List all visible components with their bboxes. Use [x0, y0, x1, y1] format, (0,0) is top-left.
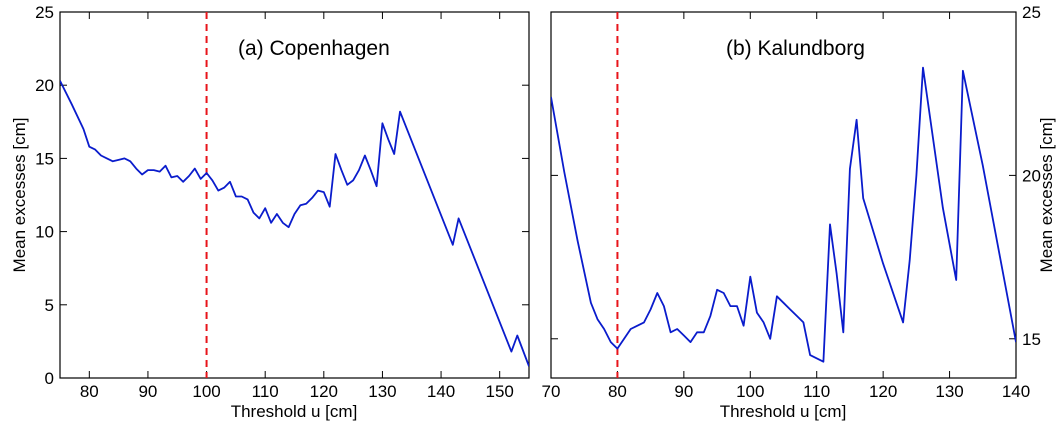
- y-tick-label-copenhagen-0: 0: [45, 369, 54, 388]
- series-line-copenhagen: [60, 80, 529, 367]
- x-tick-label-copenhagen-110: 110: [252, 382, 279, 401]
- x-tick-label-kalundborg-130: 130: [935, 382, 963, 401]
- x-axis-label-copenhagen: Threshold u [cm]: [231, 402, 358, 421]
- y-axis-label-copenhagen: Mean excesses [cm]: [10, 118, 29, 273]
- y-tick-label-copenhagen-15: 15: [35, 149, 54, 168]
- y-tick-label-kalundborg-20: 20: [1022, 166, 1041, 185]
- x-tick-label-kalundborg-140: 140: [1002, 382, 1030, 401]
- panel-title-kalundborg: (b) Kalundborg: [726, 37, 865, 60]
- x-tick-label-copenhagen-90: 90: [138, 382, 157, 401]
- x-tick-label-copenhagen-100: 100: [192, 382, 220, 401]
- y-tick-label-kalundborg-25: 25: [1022, 3, 1041, 22]
- y-tick-label-copenhagen-20: 20: [35, 76, 54, 95]
- x-tick-label-copenhagen-140: 140: [427, 382, 455, 401]
- panel-copenhagen: 80 90 100 110 120 130 140 150 0 5 10 15 20 25 (a) Cop…: [10, 3, 530, 421]
- y-tick-label-copenhagen-25: 25: [35, 3, 54, 22]
- plot-frame-kalundborg: [550, 11, 1017, 379]
- x-tick-label-kalundborg-110: 110: [803, 382, 830, 401]
- y-tick-label-copenhagen-10: 10: [35, 223, 54, 242]
- plot-frame-copenhagen: [59, 11, 530, 379]
- ticks-copenhagen: 80 90 100 110 120 130 140 150 0 5 10 15 20 25: [35, 3, 529, 401]
- x-tick-label-copenhagen-80: 80: [80, 382, 99, 401]
- y-axis-label-kalundborg: Mean excesses [cm]: [1037, 118, 1056, 273]
- y-tick-label-copenhagen-5: 5: [45, 296, 54, 315]
- panel-title-copenhagen: (a) Copenhagen: [238, 37, 390, 60]
- x-tick-label-kalundborg-120: 120: [869, 382, 897, 401]
- ticks-kalundborg: 70 80 90 100 110 120 130 140 15 20 25: [542, 3, 1041, 401]
- x-tick-label-kalundborg-80: 80: [608, 382, 627, 401]
- x-tick-label-copenhagen-120: 120: [310, 382, 338, 401]
- y-tick-label-kalundborg-15: 15: [1022, 330, 1041, 349]
- x-tick-label-kalundborg-90: 90: [674, 382, 693, 401]
- x-tick-label-kalundborg-100: 100: [736, 382, 764, 401]
- x-tick-label-copenhagen-150: 150: [486, 382, 514, 401]
- x-tick-label-kalundborg-70: 70: [542, 382, 561, 401]
- panel-kalundborg: 70 80 90 100 110 120 130 140 15 20 25 (b) Kalundbo…: [542, 3, 1056, 421]
- series-line-kalundborg: [551, 66, 1016, 363]
- x-tick-label-copenhagen-130: 130: [368, 382, 396, 401]
- x-axis-label-kalundborg: Threshold u [cm]: [720, 402, 847, 421]
